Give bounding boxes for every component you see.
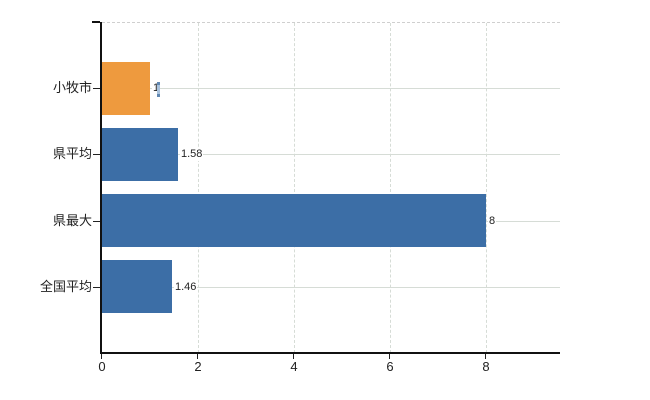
y-axis-tick <box>93 154 100 155</box>
x-axis-tick <box>389 354 390 359</box>
x-axis-tick <box>485 354 486 359</box>
bar-value-label: 1 <box>152 81 161 95</box>
bar-県最大 <box>102 194 486 247</box>
vertical-gridline <box>198 23 199 353</box>
plot-top-border <box>102 22 560 23</box>
x-tick-label: 6 <box>386 359 394 374</box>
vertical-gridline <box>486 23 487 353</box>
bar-value-label: 8 <box>488 214 497 228</box>
bar-小牧市 <box>102 62 150 115</box>
x-tick-label: 0 <box>98 359 106 374</box>
horizontal-gridline <box>102 88 560 89</box>
x-tick-label: 8 <box>482 359 490 374</box>
category-label-県平均: 県平均 <box>52 146 92 161</box>
i-beam-cursor-icon <box>157 82 160 97</box>
y-axis-tick <box>93 88 100 89</box>
x-axis-tick <box>101 354 102 359</box>
x-tick-label: 4 <box>290 359 298 374</box>
category-label-県最大: 県最大 <box>52 213 92 228</box>
y-axis-tick <box>93 287 100 288</box>
x-axis-tick <box>293 354 294 359</box>
horizontal-gridline <box>102 154 560 155</box>
horizontal-gridline <box>102 287 560 288</box>
bar-県平均 <box>102 128 178 181</box>
x-axis-line <box>100 352 560 354</box>
y-axis-line <box>100 22 102 353</box>
bar-全国平均 <box>102 260 172 313</box>
category-label-全国平均: 全国平均 <box>39 279 92 294</box>
y-axis-tick <box>93 221 100 222</box>
category-label-小牧市: 小牧市 <box>52 80 92 95</box>
x-axis-tick <box>197 354 198 359</box>
x-tick-label: 2 <box>194 359 202 374</box>
y-axis-end-tick <box>92 21 100 23</box>
vertical-gridline <box>294 23 295 353</box>
vertical-gridline <box>390 23 391 353</box>
bar-value-label: 1.46 <box>174 280 198 294</box>
bar-value-label: 1.58 <box>180 147 204 161</box>
